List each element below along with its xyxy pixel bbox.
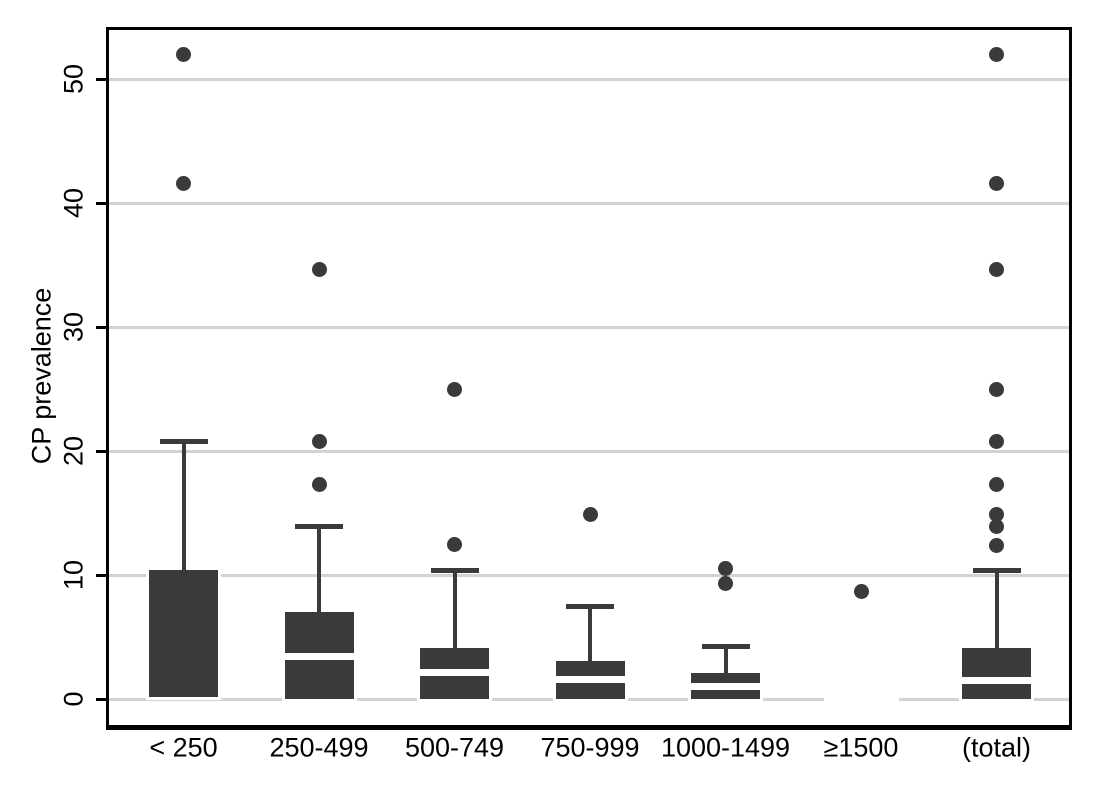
- median-line: [691, 683, 760, 691]
- outlier-dot: [989, 537, 1004, 553]
- median-line: [555, 675, 625, 683]
- outlier-dot: [853, 583, 869, 599]
- outlier-dot: [176, 175, 191, 191]
- y-tick-mark: [96, 449, 109, 453]
- whisker-cap: [701, 644, 750, 650]
- y-tick-mark: [96, 201, 109, 205]
- gridline: [109, 449, 1069, 453]
- whisker-stem: [317, 526, 321, 613]
- gridline: [109, 201, 1069, 205]
- whisker-stem: [452, 570, 457, 649]
- y-tick-label: 0: [58, 691, 89, 707]
- y-tick-mark: [96, 325, 109, 329]
- outlier-dot: [989, 46, 1004, 62]
- y-tick-label: 20: [58, 435, 89, 467]
- outlier-dot: [582, 506, 598, 522]
- x-category-label: < 250: [149, 732, 218, 763]
- outlier-dot: [311, 433, 327, 449]
- x-category-label: 750-999: [540, 732, 640, 763]
- outlier-dot: [447, 536, 462, 552]
- outlier-dot: [989, 433, 1004, 449]
- x-category-label: 500-749: [404, 732, 505, 763]
- outlier-dot: [989, 506, 1004, 522]
- y-tick-mark: [96, 697, 109, 701]
- whisker-cap: [430, 567, 479, 573]
- median-line: [962, 676, 1031, 684]
- x-category-label: ≥1500: [823, 732, 899, 763]
- whisker-cap: [972, 567, 1021, 573]
- median-line: [284, 653, 354, 661]
- gridline: [109, 697, 1069, 701]
- plot-frame-left: [106, 27, 109, 730]
- x-category-label: 250-499: [269, 732, 369, 763]
- outlier-dot: [989, 381, 1004, 397]
- whisker-stem: [588, 606, 592, 661]
- whisker-stem: [723, 646, 728, 673]
- outlier-dot: [311, 476, 327, 492]
- y-axis-title: CP prevalence: [26, 287, 57, 465]
- outlier-dot: [718, 576, 733, 592]
- gridline: [109, 325, 1069, 329]
- outlier-dot: [718, 561, 733, 577]
- outlier-dot: [989, 519, 1004, 535]
- median-line: [420, 669, 489, 677]
- y-tick-label: 10: [58, 559, 89, 591]
- plot-frame-top: [106, 27, 1072, 30]
- y-tick-label: 40: [58, 187, 89, 219]
- box: [146, 567, 221, 700]
- gridline: [109, 77, 1069, 81]
- x-category-label: 1000-1499: [660, 732, 791, 763]
- whisker-cap: [295, 524, 343, 530]
- outlier-dot: [311, 262, 327, 278]
- outlier-dot: [989, 262, 1004, 278]
- plot-frame-bottom: [106, 725, 1072, 730]
- whisker-cap: [159, 438, 208, 444]
- plot-frame-right: [1069, 27, 1072, 730]
- whisker-stem: [181, 441, 186, 571]
- y-tick-label: 50: [58, 63, 89, 95]
- outlier-dot: [989, 175, 1004, 191]
- box: [959, 645, 1034, 702]
- x-category-label: (total): [961, 732, 1032, 763]
- y-tick-label: 30: [58, 311, 89, 343]
- outlier-dot: [176, 46, 191, 62]
- gridline: [109, 573, 1069, 577]
- outlier-dot: [447, 381, 462, 397]
- y-tick-mark: [96, 573, 109, 577]
- whisker-stem: [994, 570, 999, 649]
- y-tick-mark: [96, 77, 109, 81]
- outlier-dot: [989, 476, 1004, 492]
- whisker-cap: [566, 603, 614, 609]
